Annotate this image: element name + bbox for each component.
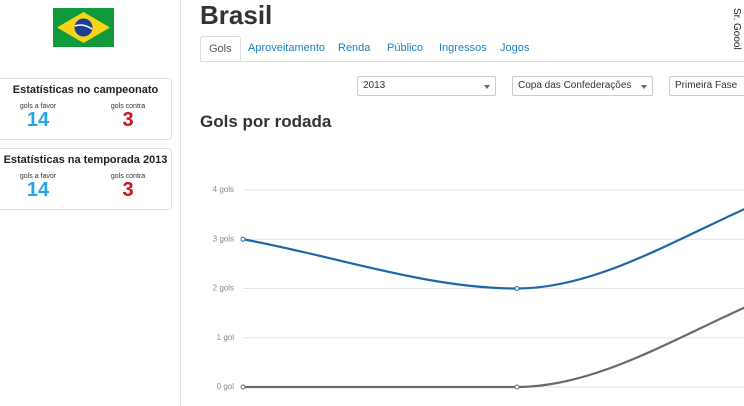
stat-label: gols a favor — [19, 173, 57, 180]
side-label: Sr. Goool — [731, 8, 742, 50]
select[interactable]: 2013 — [357, 76, 496, 96]
tab[interactable]: Aproveitamento — [248, 42, 326, 54]
tab[interactable]: Público — [387, 42, 424, 54]
select[interactable]: Primeira Fase — [669, 76, 744, 96]
stat-value: 14 — [26, 179, 50, 201]
stat-label: gols contra — [110, 173, 146, 180]
stat: gols contra 3 — [93, 103, 163, 130]
series-point — [240, 236, 246, 242]
stat-label: gols a favor — [19, 103, 57, 110]
select-value: Copa das Confederações — [518, 80, 632, 91]
chart: 0 gol 1 gol 2 gols 3 gols 4 gols — [213, 185, 744, 391]
flag — [53, 8, 114, 47]
stat-value: 3 — [122, 109, 134, 131]
y-tick-label: 1 gol — [217, 333, 235, 342]
select-arrow — [641, 85, 647, 89]
tab[interactable]: Gols — [200, 36, 241, 62]
stat-value: 3 — [122, 179, 134, 201]
y-tick-label: 2 gols — [213, 284, 234, 293]
page-title: Brasil — [200, 0, 273, 30]
stats-panel: Estatísticas no campeonato gols a favor … — [0, 78, 172, 140]
tab[interactable]: Renda — [338, 42, 371, 54]
series-point — [514, 384, 520, 390]
divider — [180, 0, 181, 406]
stat: gols a favor 14 — [3, 103, 73, 130]
y-tick-label: 0 gol — [217, 382, 235, 391]
tab-underline — [200, 61, 744, 62]
select-arrow — [484, 85, 490, 89]
stat-label: gols contra — [110, 103, 146, 110]
chart-title: Gols por rodada — [200, 112, 332, 131]
y-tick-label: 4 gols — [213, 185, 234, 194]
panel-title: Estatísticas no campeonato — [12, 84, 159, 96]
stat: gols a favor 14 — [3, 173, 73, 200]
select-value: Primeira Fase — [675, 80, 738, 91]
tab[interactable]: Ingressos — [439, 42, 487, 54]
series-point — [514, 286, 520, 291]
select[interactable]: Copa das Confederações — [512, 76, 653, 96]
tab[interactable]: Jogos — [500, 42, 530, 54]
panel-title: Estatísticas na temporada 2013 — [3, 154, 168, 166]
select-value: 2013 — [363, 80, 386, 91]
y-tick-label: 3 gols — [213, 234, 234, 243]
stat-value: 14 — [26, 109, 50, 131]
series-point — [240, 384, 246, 390]
stat: gols contra 3 — [93, 173, 163, 200]
stats-panel: Estatísticas na temporada 2013 gols a fa… — [0, 148, 172, 210]
